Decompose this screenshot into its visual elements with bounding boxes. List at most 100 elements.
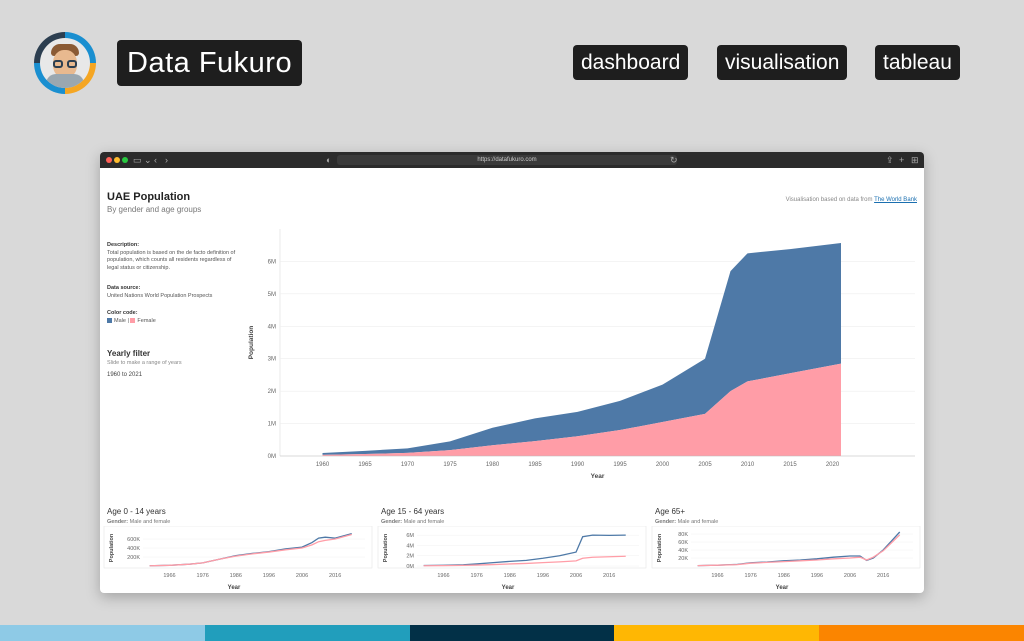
description-label: Description: xyxy=(107,242,140,248)
age-15-64-title: Age 15 - 64 years xyxy=(381,507,445,516)
gender-label: Gender: xyxy=(107,519,129,525)
age-65-chart[interactable]: 20K 40K 60K 80K Population 1966 1976 1986 1996 20… xyxy=(651,526,921,592)
male-legend: Male xyxy=(114,317,126,324)
y-tick-label: 400K xyxy=(127,546,140,552)
url-bar[interactable]: https://datafukuro.com xyxy=(337,155,677,165)
x-tick-label: 2000 xyxy=(656,462,670,468)
y-tick-label: 20K xyxy=(678,556,688,562)
description-block: Description: Total population is based o… xyxy=(107,242,242,272)
source-label: Data source: xyxy=(107,285,141,291)
dashboard-title: UAE Population xyxy=(107,191,191,203)
y-axis-title: Population xyxy=(657,533,663,562)
y-axis-title: Population xyxy=(248,326,255,360)
tag-visualisation[interactable]: visualisation xyxy=(717,45,848,80)
color-code-label: Color code: xyxy=(107,310,138,316)
x-tick-label: 2006 xyxy=(570,573,582,579)
x-tick-label: 2006 xyxy=(844,573,856,579)
source-block: Data source: United Nations World Popula… xyxy=(107,285,242,300)
x-axis-title: Year xyxy=(228,585,241,591)
x-tick-label: 1975 xyxy=(443,462,457,468)
x-tick-label: 1960 xyxy=(316,462,330,468)
x-tick-label: 1996 xyxy=(537,573,549,579)
female-swatch xyxy=(130,317,136,323)
y-tick-label: 200K xyxy=(127,555,140,561)
yearly-filter-hint: Slide to make a range of years xyxy=(107,360,182,366)
yearly-filter-title: Yearly filter xyxy=(107,349,151,358)
male-series-line xyxy=(423,534,626,567)
y-tick-label: 6M xyxy=(268,259,276,265)
source-text: United Nations World Population Prospect… xyxy=(107,292,213,299)
y-tick-label: 80K xyxy=(678,532,688,538)
male-swatch xyxy=(107,317,112,323)
male-population-area xyxy=(322,242,841,455)
browser-titlebar: ▭ ⌄ ‹ › ◐ https://datafukuro.com ↻ ⇪ + ⊞ xyxy=(100,152,924,168)
age-0-14-subtitle: Gender: Male and female xyxy=(107,519,170,525)
x-tick-label: 1985 xyxy=(528,462,542,468)
x-tick-label: 2005 xyxy=(698,462,712,468)
female-series-line xyxy=(423,555,626,567)
url-text: https://datafukuro.com xyxy=(477,157,537,163)
age-0-14-title: Age 0 - 14 years xyxy=(107,507,166,516)
tag-dashboard[interactable]: dashboard xyxy=(573,45,689,80)
x-tick-label: 1986 xyxy=(778,573,790,579)
age-65-title: Age 65+ xyxy=(655,507,686,516)
x-tick-label: 2006 xyxy=(296,573,308,579)
close-window-button[interactable] xyxy=(106,157,112,163)
new-tab-icon[interactable]: + xyxy=(899,155,905,165)
x-tick-label: 1980 xyxy=(486,462,500,468)
reload-icon[interactable]: ↻ xyxy=(670,155,678,165)
gender-value: Male and female xyxy=(677,519,719,525)
x-tick-label: 1965 xyxy=(358,462,372,468)
age-65-subtitle: Gender: Male and female xyxy=(655,519,718,525)
x-tick-label: 1970 xyxy=(401,462,415,468)
main-population-chart[interactable]: 0M 1M 2M 3M 4M 5M 6M Population 1960 1965 1970 1975… xyxy=(243,223,923,498)
y-tick-label: 0M xyxy=(268,454,276,460)
gender-label: Gender: xyxy=(655,519,677,525)
x-tick-label: 1976 xyxy=(197,573,209,579)
gender-label: Gender: xyxy=(381,519,403,525)
share-icon[interactable]: ⇪ xyxy=(886,155,894,165)
y-axis-title: Population xyxy=(109,533,115,562)
color-code-block: Color code: Male | Female xyxy=(107,310,156,324)
back-icon[interactable]: ‹ xyxy=(154,155,157,165)
x-axis-title: Year xyxy=(502,585,515,591)
gender-value: Male and female xyxy=(403,519,445,525)
privacy-icon[interactable]: ◐ xyxy=(326,155,332,165)
avatar xyxy=(34,32,96,94)
dashboard-subtitle: By gender and age groups xyxy=(107,205,202,214)
forward-icon[interactable]: › xyxy=(165,155,168,165)
avatar-illustration xyxy=(40,38,90,88)
x-tick-label: 1976 xyxy=(471,573,483,579)
maximize-window-button[interactable] xyxy=(122,157,128,163)
x-tick-label: 1986 xyxy=(504,573,516,579)
y-tick-label: 2M xyxy=(268,389,276,395)
world-bank-link[interactable]: The World Bank xyxy=(874,197,917,203)
brand-logo[interactable]: Data Fukuro xyxy=(117,40,303,86)
tab-overview-icon[interactable]: ⊞ xyxy=(911,155,919,165)
female-legend: Female xyxy=(137,317,156,324)
age-15-64-subtitle: Gender: Male and female xyxy=(381,519,444,525)
female-series-line xyxy=(697,534,901,567)
chart-frame xyxy=(103,526,373,569)
x-tick-label: 1990 xyxy=(571,462,585,468)
browser-window: ▭ ⌄ ‹ › ◐ https://datafukuro.com ↻ ⇪ + ⊞… xyxy=(100,152,924,593)
gender-value: Male and female xyxy=(129,519,171,525)
tag-tableau[interactable]: tableau xyxy=(875,45,960,80)
y-tick-label: 3M xyxy=(268,357,276,363)
female-series-line xyxy=(149,533,352,567)
chevron-down-icon[interactable]: ⌄ xyxy=(144,155,152,165)
y-tick-label: 4M xyxy=(268,324,276,330)
x-tick-label: 1976 xyxy=(745,573,757,579)
age-15-64-chart[interactable]: 0M 2M 4M 6M Population 1966 1976 1986 1996 2006 20… xyxy=(377,526,647,592)
sidebar-icon[interactable]: ▭ xyxy=(133,155,142,165)
y-tick-label: 1M xyxy=(268,422,276,428)
female-population-area xyxy=(322,363,841,456)
minimize-window-button[interactable] xyxy=(114,157,120,163)
age-0-14-chart[interactable]: 200K 400K 600K Population 1966 1976 1986 1996 20… xyxy=(103,526,373,592)
yearly-filter-range[interactable]: 1960 to 2021 xyxy=(107,372,143,378)
y-tick-label: 2M xyxy=(406,554,414,560)
footer-strip-4 xyxy=(614,625,819,641)
footer-strip-1 xyxy=(0,625,205,641)
x-tick-label: 1966 xyxy=(163,573,175,579)
footer-strip-3 xyxy=(410,625,614,641)
